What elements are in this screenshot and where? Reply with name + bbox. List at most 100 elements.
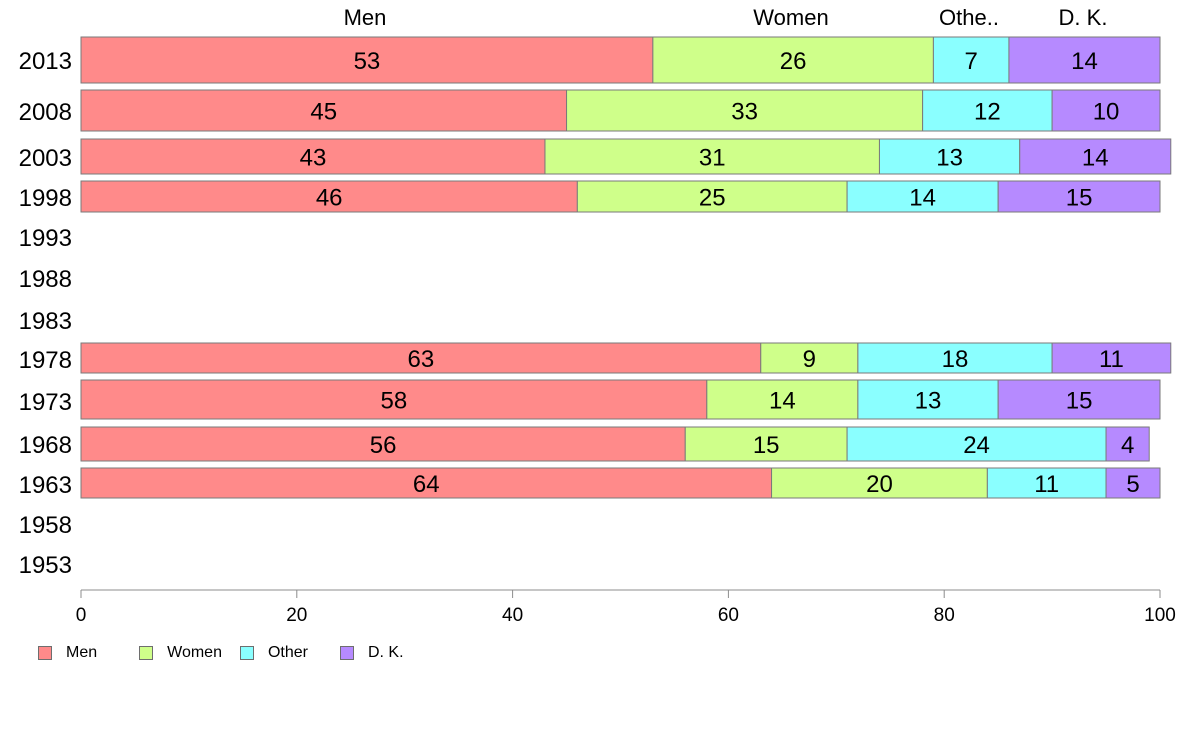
data-label-other-2003: 13: [936, 145, 963, 172]
data-label-men-2008: 45: [310, 99, 337, 126]
data-label-dk-1963: 5: [1126, 471, 1139, 498]
y-tick-label-1993: 1993: [19, 225, 72, 252]
legend-swatch-dk: [339, 646, 354, 660]
legend-label-women: Women: [167, 644, 222, 661]
y-tick-label-2013: 2013: [19, 48, 72, 75]
legend-swatch-other: [239, 646, 254, 660]
y-tick-label-2008: 2008: [19, 99, 72, 126]
bar-women-2008: [566, 89, 924, 132]
data-label-men-2013: 53: [354, 48, 381, 75]
x-tick-label-40: 40: [502, 605, 523, 626]
data-label-women-1968: 15: [753, 432, 780, 459]
legend: Men Women Other D. K.: [38, 644, 426, 662]
y-tick-label-1988: 1988: [19, 266, 72, 293]
y-tick-label-1968: 1968: [19, 432, 72, 459]
data-label-other-2008: 12: [974, 99, 1001, 126]
bar-men-1998: [80, 180, 578, 213]
y-tick-label-1973: 1973: [19, 389, 72, 416]
y-tick-label-1953: 1953: [19, 552, 72, 579]
top-label-women: Women: [753, 5, 828, 30]
bar-women-1973: [706, 379, 859, 420]
y-tick-label-1998: 1998: [19, 185, 72, 212]
bar-dk-1968: [1105, 426, 1150, 462]
y-axis-labels: 2013 2008 2003 1998 1993 1988 1983 1978 1973 1968…: [19, 48, 72, 579]
bar-men-1968: [80, 426, 686, 462]
x-axis: 0 20 40 60 80 100: [76, 589, 1176, 626]
y-tick-label-1963: 1963: [19, 472, 72, 499]
top-label-dk: D. K.: [1059, 5, 1108, 30]
bar-dk-1973: [997, 379, 1161, 420]
data-label-women-1998: 25: [699, 185, 726, 212]
x-tick-label-60: 60: [718, 605, 739, 626]
legend-item-dk: D. K.: [339, 644, 404, 662]
data-label-dk-2003: 14: [1082, 145, 1109, 172]
legend-swatch-women: [139, 646, 154, 660]
data-label-men-1973: 58: [381, 388, 408, 415]
bar-men-1963: [80, 467, 773, 499]
data-label-women-2003: 31: [699, 145, 726, 172]
bar-men-2013: [80, 36, 654, 84]
legend-item-women: Women: [139, 644, 222, 662]
bar-other-1973: [857, 379, 999, 420]
x-tick-label-0: 0: [76, 605, 87, 626]
data-label-women-1963: 20: [866, 471, 893, 498]
data-label-women-1978: 9: [803, 346, 816, 373]
bar-women-2013: [652, 36, 934, 84]
data-label-other-1963: 11: [1034, 471, 1059, 498]
bar-men-1978: [80, 342, 762, 374]
data-label-men-1968: 56: [370, 432, 397, 459]
x-tick-label-80: 80: [934, 605, 955, 626]
y-tick-label-1983: 1983: [19, 308, 72, 335]
data-label-dk-1968: 4: [1121, 432, 1134, 459]
data-label-other-1968: 24: [963, 432, 990, 459]
y-tick-label-1958: 1958: [19, 512, 72, 539]
data-label-other-2013: 7: [964, 48, 977, 75]
bar-dk-1978: [1051, 342, 1172, 374]
data-label-dk-2013: 14: [1071, 48, 1098, 75]
x-tick-label-100: 100: [1144, 605, 1176, 626]
bar-other-1963: [986, 467, 1107, 499]
data-label-women-2013: 26: [780, 48, 807, 75]
legend-label-men: Men: [66, 644, 98, 661]
bar-other-1968: [846, 426, 1107, 462]
bar-men-2008: [80, 89, 568, 132]
data-label-men-1978: 63: [408, 346, 435, 373]
legend-item-other: Other: [239, 644, 308, 662]
bar-dk-2003: [1019, 138, 1172, 175]
y-tick-label-2003: 2003: [19, 145, 72, 172]
bar-other-2008: [922, 89, 1053, 132]
data-label-other-1978: 18: [942, 346, 969, 373]
x-tick-label-20: 20: [286, 605, 307, 626]
data-label-dk-1978: 11: [1099, 346, 1124, 373]
bar-other-2013: [932, 36, 1010, 84]
bar-women-1978: [760, 342, 859, 374]
legend-swatch-men: [38, 646, 52, 660]
bar-women-1998: [576, 180, 848, 213]
bar-dk-1963: [1105, 467, 1161, 499]
data-label-other-1998: 14: [909, 185, 936, 212]
bar-dk-2013: [1008, 36, 1161, 84]
bar-women-2003: [544, 138, 880, 175]
bar-men-1973: [80, 379, 708, 420]
bar-dk-1998: [997, 180, 1161, 213]
data-label-dk-1973: 15: [1066, 388, 1093, 415]
data-label-men-2003: 43: [300, 145, 327, 172]
data-label-dk-2008: 10: [1093, 99, 1120, 126]
data-label-men-1963: 64: [413, 471, 440, 498]
y-tick-label-1978: 1978: [19, 347, 72, 374]
top-label-men: Men: [344, 5, 387, 30]
bar-men-2003: [80, 138, 546, 175]
top-label-other: Othe..: [939, 5, 999, 30]
bar-other-1978: [857, 342, 1053, 374]
legend-label-other: Other: [267, 644, 308, 661]
bar-dk-2008: [1051, 89, 1161, 132]
data-label-other-1973: 13: [915, 388, 942, 415]
top-series-labels: Men Women Othe.. D. K.: [344, 5, 1108, 30]
data-label-dk-1998: 15: [1066, 185, 1093, 212]
data-label-women-2008: 33: [731, 99, 758, 126]
legend-item-men: Men: [38, 644, 97, 662]
data-label-women-1973: 14: [769, 388, 796, 415]
legend-label-dk: D. K.: [367, 644, 404, 661]
